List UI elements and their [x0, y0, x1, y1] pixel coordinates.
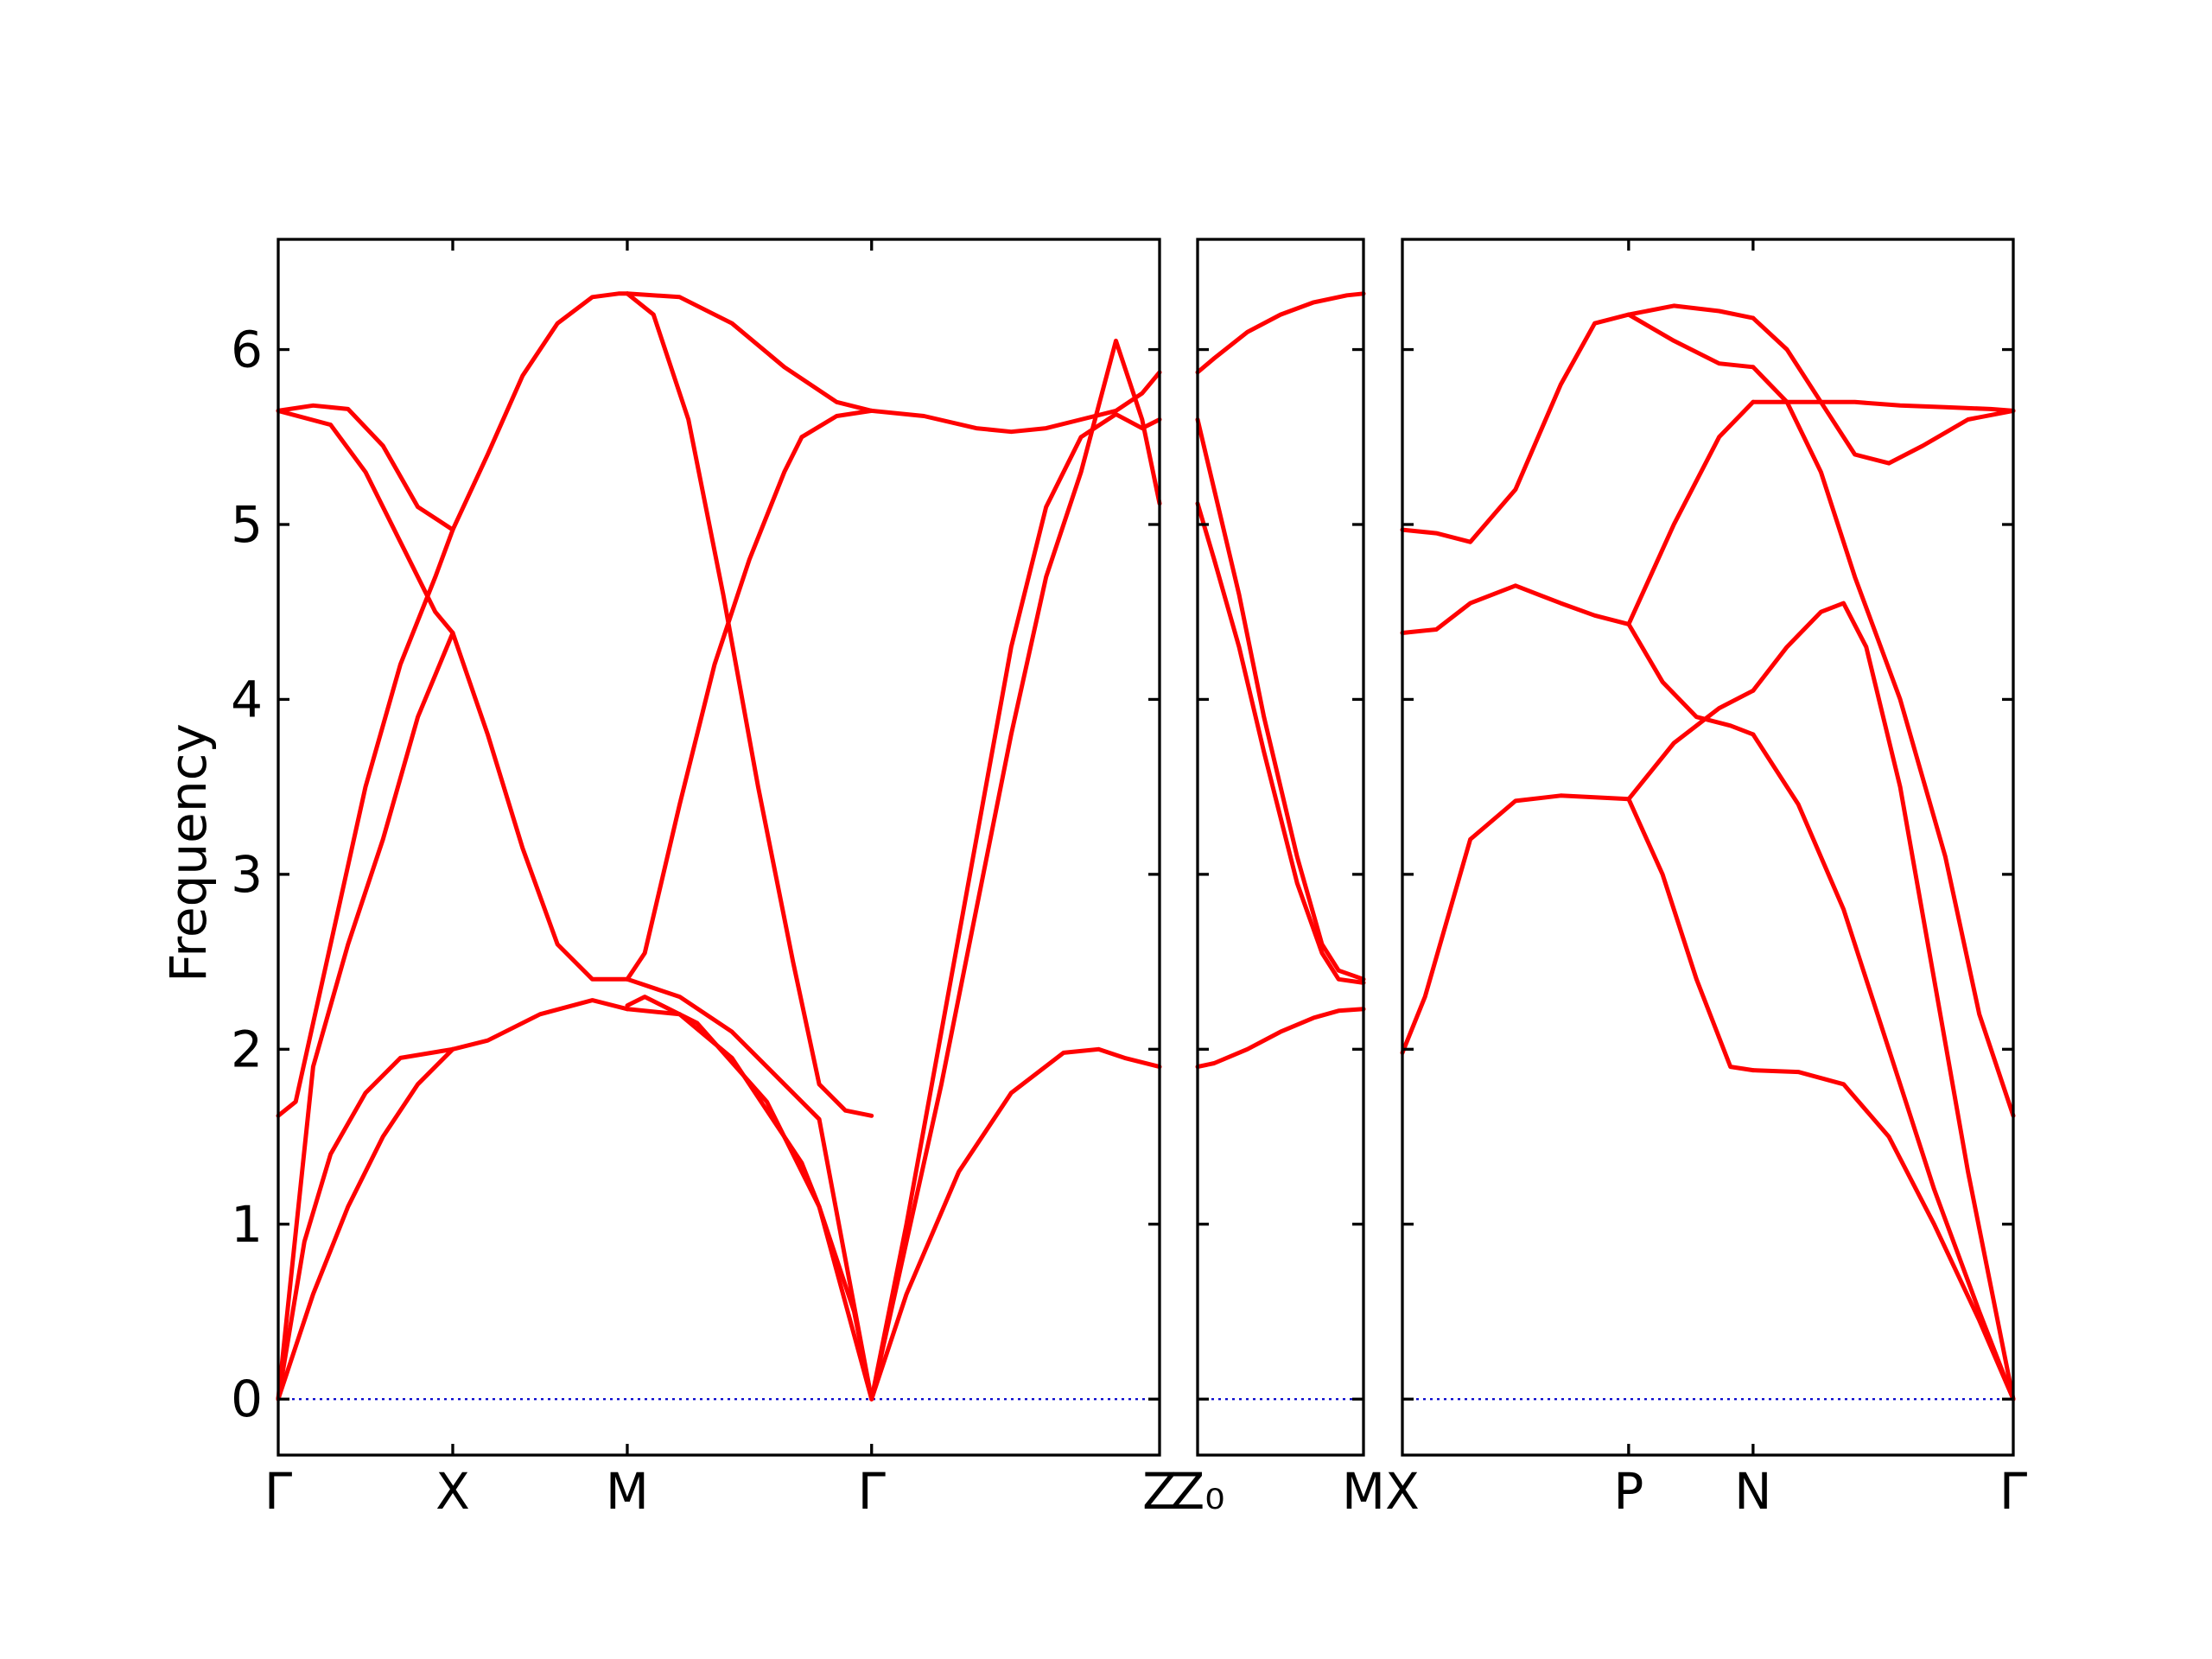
y-tick-label: 4 — [231, 670, 263, 728]
band-line — [1400, 583, 1631, 635]
axes-frame — [1196, 238, 1365, 1457]
band-line — [1400, 793, 1631, 1055]
band-line — [1626, 797, 1756, 1073]
band-line — [1626, 621, 1756, 737]
band-line — [1751, 365, 2016, 1118]
band-line — [450, 631, 630, 982]
band-line — [450, 291, 630, 532]
axes-frame — [1401, 238, 2015, 1457]
y-tick-label: 5 — [231, 495, 263, 554]
band-line — [1400, 312, 1631, 544]
band-line — [1626, 312, 1756, 370]
panel-2: Z₀ M — [1171, 238, 1385, 1521]
band-line — [869, 338, 1162, 1402]
x-tick-label: M — [1342, 1462, 1385, 1521]
band-line — [1195, 501, 1366, 985]
y-tick-label: 6 — [231, 321, 263, 379]
band-line — [1751, 399, 2016, 413]
axes-frame — [276, 238, 1161, 1457]
x-tick-label: Γ — [264, 1462, 292, 1521]
x-tick-label: P — [1613, 1462, 1643, 1521]
band-line — [625, 976, 874, 1402]
x-tick-label: M — [606, 1462, 649, 1521]
band-line — [276, 527, 455, 1118]
band-line — [1751, 315, 2016, 466]
y-tick-label: 1 — [231, 1195, 263, 1254]
band-line — [1626, 303, 1756, 321]
x-tick-label: X — [435, 1462, 470, 1521]
band-line — [276, 631, 455, 1402]
band-line — [276, 1046, 455, 1402]
x-tick-label: X — [1385, 1462, 1420, 1521]
y-tick-label: 0 — [231, 1370, 263, 1428]
band-line — [869, 1046, 1162, 1402]
x-tick-label: Z — [1142, 1462, 1177, 1521]
band-line — [276, 1046, 455, 1402]
y-axis-label: Frequency — [159, 723, 218, 982]
band-line — [799, 408, 874, 440]
panel-1: Γ X M Γ Z 0 1 2 3 4 5 6 — [231, 238, 1177, 1521]
band-line — [1751, 1068, 2016, 1402]
x-tick-label: Γ — [858, 1462, 886, 1521]
band-line — [276, 408, 455, 635]
band-line — [1626, 688, 1756, 802]
x-tick-label: N — [1734, 1462, 1771, 1521]
band-line — [1195, 417, 1366, 982]
band-line — [625, 435, 804, 982]
band-line — [1195, 1007, 1366, 1070]
band-line — [625, 1007, 874, 1402]
y-tick-label: 3 — [231, 845, 263, 904]
band-line — [1751, 601, 2016, 1402]
band-line — [1195, 291, 1366, 375]
x-tick-label: Γ — [1999, 1462, 2027, 1521]
x-tick-label: Z₀ — [1171, 1462, 1225, 1521]
band-line — [1626, 399, 1756, 626]
band-line — [625, 291, 874, 1118]
band-line — [276, 403, 455, 532]
band-line — [625, 291, 874, 413]
y-tick-label: 2 — [231, 1020, 263, 1078]
band-line — [869, 411, 1162, 1402]
band-line — [450, 998, 630, 1052]
band-line — [1751, 732, 2016, 1402]
